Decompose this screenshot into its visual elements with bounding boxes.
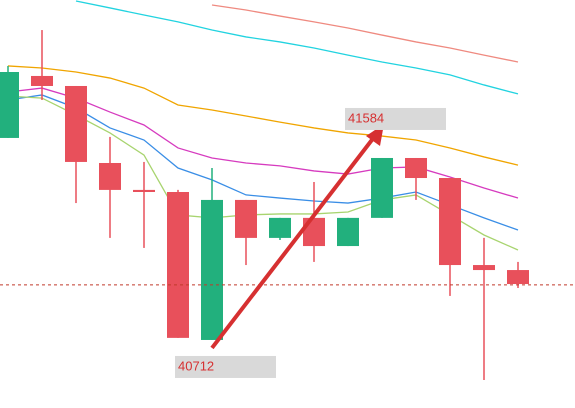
ma-line	[7, 95, 519, 251]
candle-body	[269, 217, 291, 238]
candle-body	[473, 265, 495, 271]
ma-line	[211, 4, 519, 63]
price-label: 40712	[178, 358, 214, 373]
candle-body	[133, 189, 155, 192]
candle-body	[371, 157, 393, 218]
candle-body	[167, 192, 189, 338]
price-label: 41584	[348, 110, 384, 125]
candle-body	[337, 217, 359, 247]
ma-line	[7, 65, 519, 166]
candle-body	[405, 157, 427, 179]
price-label-box	[345, 107, 446, 130]
candle-body	[31, 75, 53, 86]
candle-body	[65, 85, 87, 162]
ma-line	[7, 87, 519, 199]
ma-line	[7, 94, 519, 231]
candle-body	[201, 199, 223, 340]
candle-body	[507, 270, 529, 285]
candle-body	[235, 199, 257, 238]
candle-body	[0, 72, 19, 138]
arrow-shaft	[210, 130, 380, 350]
ma-line	[75, 0, 519, 95]
candle-body	[439, 178, 461, 266]
price-label-box	[175, 355, 276, 378]
candle-body	[99, 162, 121, 190]
